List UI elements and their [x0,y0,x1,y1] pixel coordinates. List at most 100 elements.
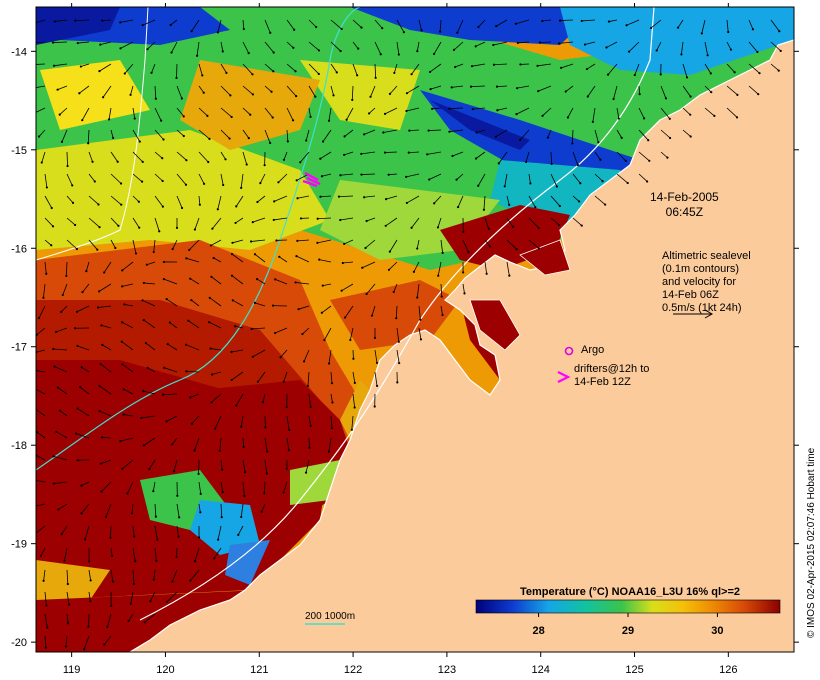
velocity-arrow [235,217,244,224]
date-label: 14-Feb-2005 [650,190,719,204]
velocity-arrow [701,19,706,34]
velocity-arrow-head [405,92,409,95]
velocity-arrow-head [250,327,253,331]
velocity-arrow [437,217,442,228]
velocity-arrow-head [102,96,105,99]
velocity-arrow [456,19,464,33]
velocity-arrow [132,173,143,182]
velocity-arrow-head [676,26,680,29]
velocity-arrow [440,283,443,297]
velocity-arrow [102,19,112,22]
velocity-arrow-head [230,378,233,382]
velocity-arrow-head [224,158,227,161]
colorbar-tick-label: 30 [711,625,723,637]
velocity-arrow-head [643,117,646,120]
velocity-arrow-head [132,582,135,585]
velocity-arrow [132,569,135,584]
velocity-arrow [102,344,112,351]
velocity-arrow-head [101,343,104,347]
velocity-arrow-head [456,205,460,209]
velocity-arrow-head [234,221,237,225]
velocity-arrow-head [279,356,282,359]
velocity-arrow-head [557,42,561,45]
velocity-arrow-head [271,116,274,119]
velocity-arrow [66,195,74,204]
velocity-arrow [286,63,296,72]
velocity-arrow-head [751,28,755,31]
velocity-arrow [190,393,200,398]
velocity-arrow [194,437,200,451]
velocity-arrow-head [230,350,233,354]
velocity-arrow [147,41,156,50]
velocity-arrow [344,151,354,156]
velocity-arrow-head [331,401,334,404]
velocity-arrow [638,85,641,95]
velocity-arrow-head [76,344,79,348]
velocity-arrow-head [454,65,457,69]
velocity-arrow-head [197,536,201,539]
velocity-arrow-head [620,136,623,139]
velocity-arrow-head [485,272,488,275]
velocity-arrow [660,107,671,120]
velocity-arrow [75,433,90,439]
velocity-arrow-head [202,91,205,94]
velocity-arrow-head [242,27,245,31]
velocity-arrow-head [546,136,549,139]
velocity-arrow-head [44,646,47,649]
velocity-arrow [613,85,618,100]
velocity-arrow-head [87,142,90,145]
velocity-arrow-head [240,515,243,519]
velocity-arrow-head [119,21,122,24]
velocity-arrow-head [53,20,56,23]
velocity-arrow-head [58,113,61,116]
velocity-arrow-head [120,340,123,343]
velocity-arrow [418,305,421,320]
velocity-arrow-head [625,24,628,27]
velocity-arrow [411,63,420,75]
velocity-arrow-head [195,54,199,57]
velocity-arrow-head [193,560,197,563]
velocity-arrow-head [56,88,59,91]
velocity-arrow-head [659,73,662,76]
velocity-arrow [321,305,332,314]
velocity-arrow-head [146,48,149,51]
velocity-arrow [628,41,640,52]
velocity-arrow [388,173,398,176]
velocity-arrow [308,63,320,75]
velocity-arrow [103,261,112,273]
velocity-arrow [40,547,46,557]
velocity-arrow-head [384,224,387,227]
velocity-arrow-head [689,113,692,116]
velocity-arrow-head [370,314,374,317]
velocity-arrow-head [263,492,266,495]
velocity-arrow-head [207,321,211,324]
velocity-arrow [58,503,68,510]
velocity-arrow-head [441,313,444,317]
velocity-arrow [352,19,362,28]
velocity-arrow-head [237,533,240,536]
velocity-arrow-head [61,293,64,297]
velocity-arrow-head [214,427,217,430]
velocity-arrow [44,173,48,188]
velocity-arrow-head [369,95,372,98]
velocity-arrow-head [343,242,346,246]
velocity-arrow [101,325,112,329]
velocity-arrow-head [111,136,115,139]
velocity-arrow-head [198,203,201,206]
velocity-arrow [393,63,398,74]
velocity-arrow [75,19,90,22]
velocity-arrow-head [515,248,518,251]
velocity-arrow-head [319,157,322,160]
velocity-arrow [506,195,510,205]
velocity-arrow-head [187,319,190,322]
velocity-arrow-head [373,336,377,339]
velocity-arrow [53,348,68,351]
velocity-arrow-head [627,50,631,53]
velocity-arrow [340,173,354,176]
velocity-arrow-head [256,200,259,204]
velocity-arrow [214,415,222,429]
velocity-arrow-head [469,85,473,88]
velocity-arrow-head [123,303,126,306]
velocity-arrow-head [576,163,579,167]
velocity-arrow [299,151,310,163]
